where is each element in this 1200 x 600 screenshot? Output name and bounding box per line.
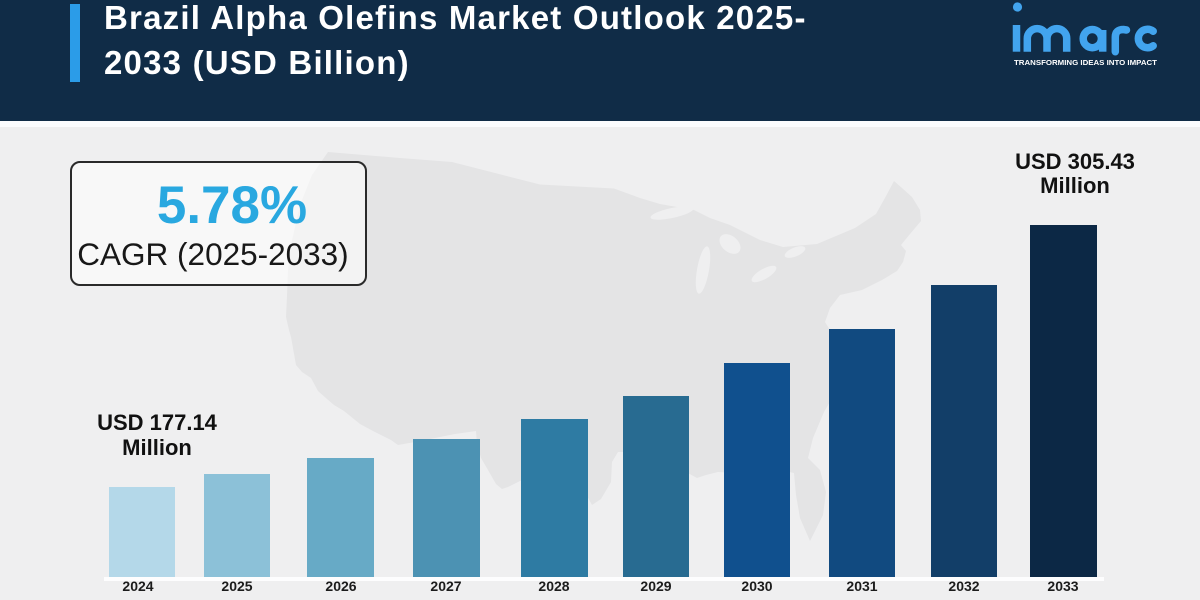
svg-text:TRANSFORMING IDEAS INTO IMPACT: TRANSFORMING IDEAS INTO IMPACT: [1014, 58, 1158, 67]
